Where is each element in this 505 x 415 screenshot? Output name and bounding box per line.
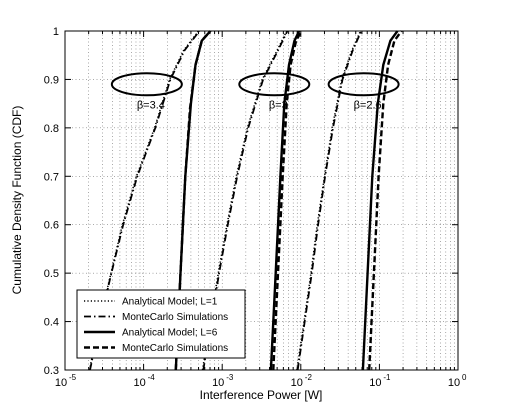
legend: Analytical Model; L=1 MonteCarlo Simulati…	[76, 289, 246, 359]
y-tick-label: 0.3	[44, 365, 59, 377]
series-line-dashdot	[296, 30, 363, 371]
y-tick-label: 0.7	[44, 171, 59, 183]
legend-label: MonteCarlo Simulations	[122, 312, 228, 323]
x-tick-label-exponent: -2	[305, 373, 313, 382]
x-tick-label: 10	[133, 377, 145, 389]
series-line-dotted	[296, 30, 362, 371]
y-tick-label: 0.5	[44, 268, 59, 280]
x-tick-label: 10	[212, 377, 224, 389]
y-axis-title: Cumulative Density Function (CDF)	[10, 106, 24, 295]
legend-label: MonteCarlo Simulations	[122, 343, 228, 354]
x-axis-title: Interference Power [W]	[200, 388, 323, 402]
series-line-solid	[361, 30, 399, 371]
x-tick-label-exponent: -1	[383, 373, 391, 382]
x-tick-label-exponent: -5	[69, 373, 77, 382]
y-tick-label: 0.8	[44, 123, 59, 135]
annotation-ellipse	[327, 72, 400, 97]
annotation-label: β=2.6	[354, 99, 382, 111]
series-line-dashed	[272, 30, 303, 371]
legend-label: Analytical Model; L=1	[122, 297, 218, 308]
x-tick-label-exponent: -3	[226, 373, 234, 382]
x-tick-label: 10	[291, 377, 303, 389]
y-tick-label: 1	[53, 26, 59, 38]
y-tick-label: 0.4	[44, 317, 59, 329]
plot-frame	[64, 30, 459, 371]
annotation-ellipse	[238, 72, 311, 97]
annotation-label: β=3.4	[137, 99, 165, 111]
x-tick-label: 10	[369, 377, 381, 389]
annotation-label: β=3	[269, 99, 288, 111]
series-line-solid	[269, 30, 301, 371]
y-tick-label: 0.9	[44, 74, 59, 86]
y-tick-label: 0.6	[44, 220, 59, 232]
series-line-dashdot	[89, 30, 201, 371]
x-tick-label: 10	[55, 377, 67, 389]
annotation-ellipse	[110, 72, 183, 97]
x-tick-label-exponent: 0	[462, 373, 467, 382]
x-tick-label: 10	[448, 377, 460, 389]
legend-label: Analytical Model; L=6	[122, 328, 218, 339]
x-tick-label-exponent: -4	[148, 373, 156, 382]
annotations: β=3.4 β=3 β=2.6	[110, 72, 400, 111]
series-group	[88, 30, 403, 371]
series-line-dashed	[174, 30, 212, 371]
series-line-dashed	[368, 30, 403, 371]
